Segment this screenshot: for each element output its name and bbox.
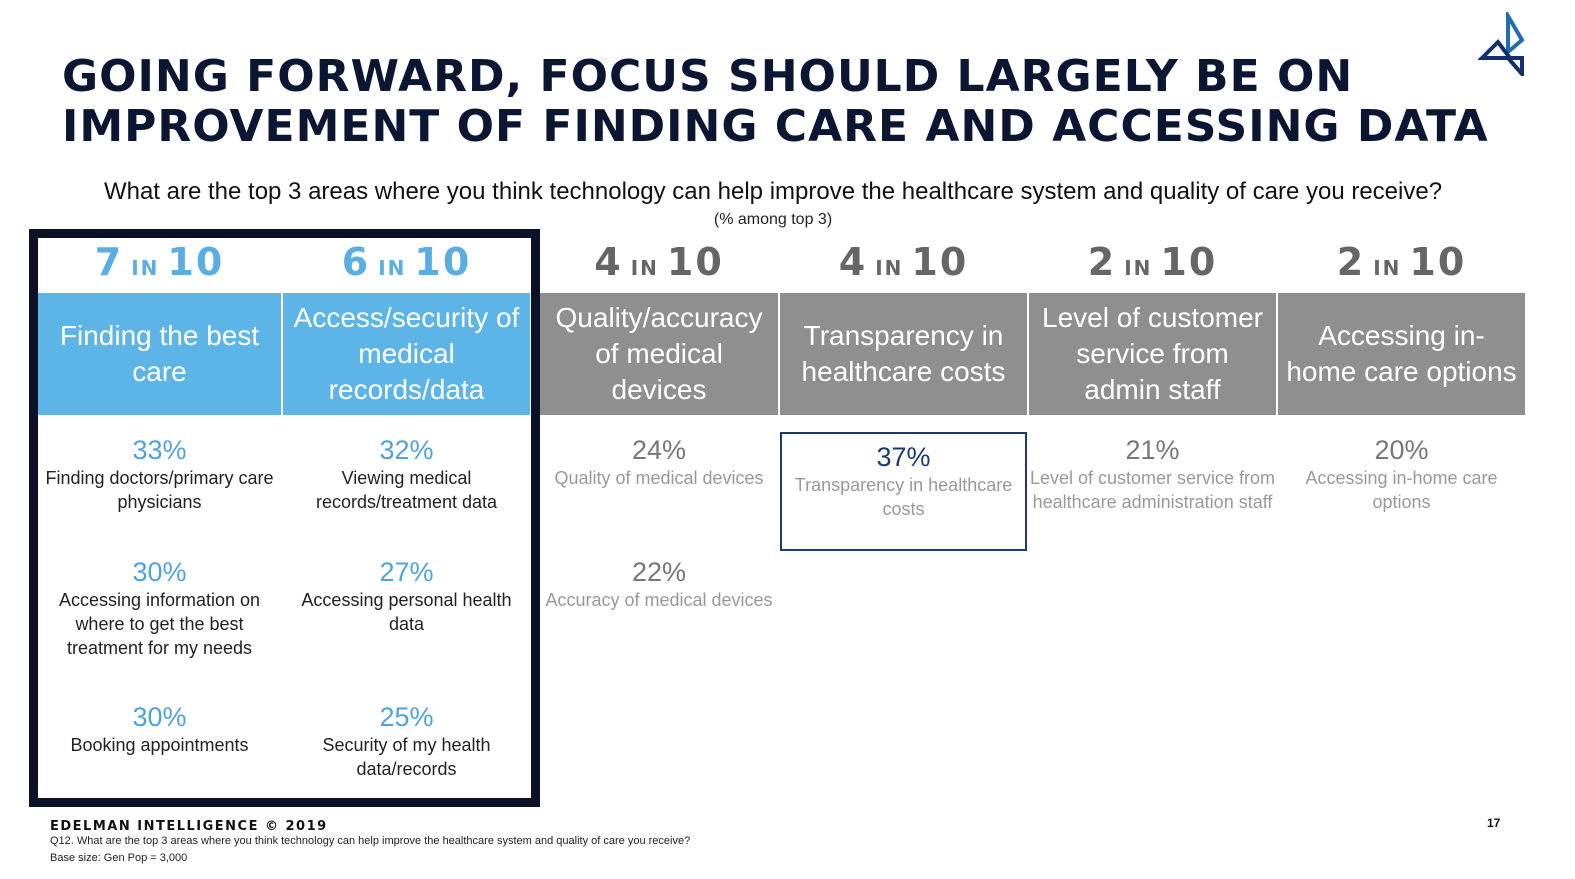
category-header: Finding the best care bbox=[38, 293, 281, 415]
percentage: 21% bbox=[1125, 435, 1180, 465]
percentage: 33% bbox=[132, 435, 187, 465]
column: 7 IN 10 Finding the best care 33% Finding … bbox=[38, 240, 281, 800]
list-item: 20% Accessing in-home care options bbox=[1278, 435, 1525, 514]
item-label: Transparency in healthcare costs bbox=[794, 475, 1013, 519]
item-label: Quality of medical devices bbox=[554, 468, 764, 488]
category-header: Accessing in-home care options bbox=[1278, 293, 1525, 415]
item-label: Level of customer service from healthcar… bbox=[1029, 468, 1276, 512]
count-label: 2 IN 10 bbox=[1087, 240, 1218, 284]
category-header: Quality/accuracy of medical devices bbox=[540, 293, 778, 415]
percentage: 20% bbox=[1374, 435, 1429, 465]
column: 4 IN 10 Quality/accuracy of medical device… bbox=[540, 240, 778, 800]
item-label: Finding doctors/primary care physicians bbox=[45, 468, 274, 512]
list-item: 22% Accuracy of medical devices bbox=[540, 557, 778, 612]
item-label: Accessing personal health data bbox=[301, 590, 512, 634]
item-label: Booking appointments bbox=[70, 735, 249, 755]
footer-question: Q12. What are the top 3 areas where you … bbox=[50, 835, 691, 847]
item-label: Accessing information on where to get th… bbox=[58, 590, 261, 658]
highlight-frame bbox=[29, 229, 540, 807]
column: 4 IN 10 Transparency in healthcare costs 3… bbox=[780, 240, 1027, 800]
page-title: Going forward, focus should largely be o… bbox=[62, 51, 1489, 152]
percentage: 27% bbox=[379, 557, 434, 587]
page-number: 17 bbox=[1487, 816, 1501, 830]
item-label: Accessing in-home care options bbox=[1305, 468, 1498, 512]
category-header: Access/security of medical records/data bbox=[283, 293, 530, 415]
footer-base: Base size: Gen Pop = 3,000 bbox=[50, 852, 188, 864]
list-item: 37% Transparency in healthcare costs bbox=[780, 432, 1027, 551]
percentage: 37% bbox=[876, 442, 931, 472]
column: 2 IN 10 Level of customer service from adm… bbox=[1029, 240, 1276, 800]
category-header: Transparency in healthcare costs bbox=[780, 293, 1027, 415]
count-label: 2 IN 10 bbox=[1336, 240, 1467, 284]
subtitle: (% among top 3) bbox=[713, 211, 833, 228]
list-item: 33% Finding doctors/primary care physici… bbox=[38, 435, 281, 514]
list-item: 21% Level of customer service from healt… bbox=[1029, 435, 1276, 514]
percentage: 30% bbox=[132, 557, 187, 587]
count-label: 4 IN 10 bbox=[838, 240, 969, 284]
list-item: 30% Booking appointments bbox=[38, 702, 281, 757]
column: 6 IN 10 Access/security of medical records… bbox=[283, 240, 530, 800]
percentage: 24% bbox=[631, 435, 687, 465]
percentage: 22% bbox=[631, 557, 687, 587]
count-label: 7 IN 10 bbox=[94, 240, 225, 284]
list-item: 30% Accessing information on where to ge… bbox=[38, 557, 281, 660]
list-item: 27% Accessing personal health data bbox=[283, 557, 530, 636]
column: 2 IN 10 Accessing in-home care options 20%… bbox=[1278, 240, 1525, 800]
percentage: 32% bbox=[379, 435, 434, 465]
percentage: 30% bbox=[132, 702, 187, 732]
survey-question: What are the top 3 areas where you think… bbox=[103, 178, 1443, 205]
footer-brand: EDELMAN INTELLIGENCE © 2019 bbox=[50, 819, 328, 834]
category-header: Level of customer service from admin sta… bbox=[1029, 293, 1276, 415]
item-label: Accuracy of medical devices bbox=[545, 590, 773, 610]
count-label: 6 IN 10 bbox=[341, 240, 472, 284]
list-item: 25% Security of my health data/records bbox=[283, 702, 530, 781]
list-item: 32% Viewing medical records/treatment da… bbox=[283, 435, 530, 514]
logo-icon bbox=[1478, 12, 1525, 76]
count-label: 4 IN 10 bbox=[594, 240, 724, 284]
item-label: Security of my health data/records bbox=[322, 735, 491, 779]
list-item: 24% Quality of medical devices bbox=[540, 435, 778, 490]
item-label: Viewing medical records/treatment data bbox=[315, 468, 498, 512]
percentage: 25% bbox=[379, 702, 434, 732]
